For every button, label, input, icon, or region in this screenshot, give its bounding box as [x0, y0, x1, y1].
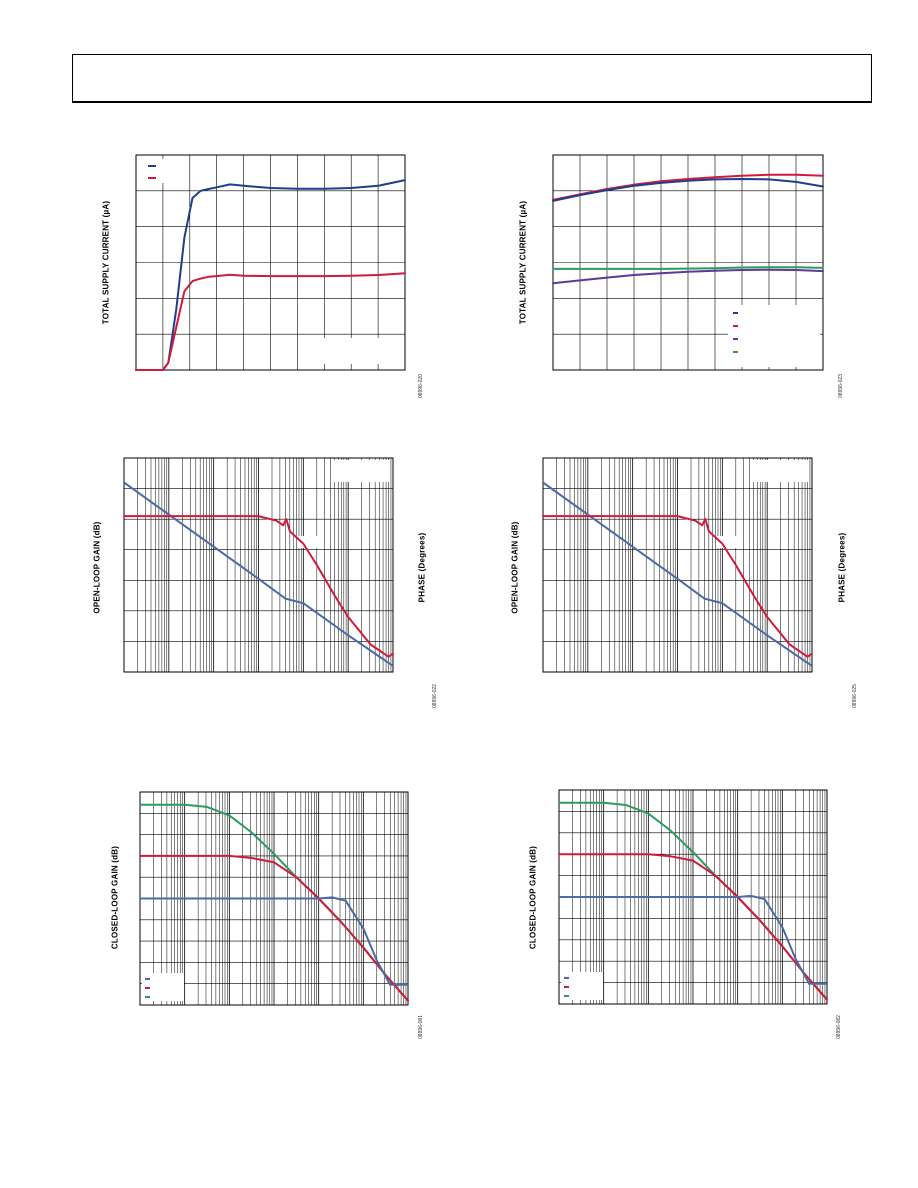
series-line-red — [135, 272, 406, 371]
series-line-red — [139, 854, 409, 1002]
legend-box — [140, 159, 180, 183]
series-line-purple — [552, 268, 824, 285]
annotation-box — [320, 338, 400, 364]
series-line-green — [552, 266, 824, 270]
series-line-red — [542, 515, 813, 658]
series-line-steel — [558, 894, 828, 985]
legend-box — [752, 460, 808, 482]
series-line-red — [123, 515, 394, 658]
series-line-blue — [135, 179, 406, 371]
chart-p5 — [139, 791, 409, 1006]
legend-box — [728, 305, 820, 367]
chart-p6 — [558, 789, 828, 1005]
chart-p3 — [123, 457, 394, 673]
chart-p4 — [542, 457, 813, 673]
series-line-steel — [542, 481, 813, 667]
series-line-red — [558, 853, 828, 1001]
series-line-blue — [552, 178, 824, 202]
series-line-steel — [123, 481, 394, 667]
series-line-steel — [139, 896, 409, 986]
legend-box — [333, 460, 389, 482]
chart-p2 — [552, 154, 824, 371]
chart-p1 — [135, 154, 406, 371]
page-header-box — [72, 54, 872, 103]
